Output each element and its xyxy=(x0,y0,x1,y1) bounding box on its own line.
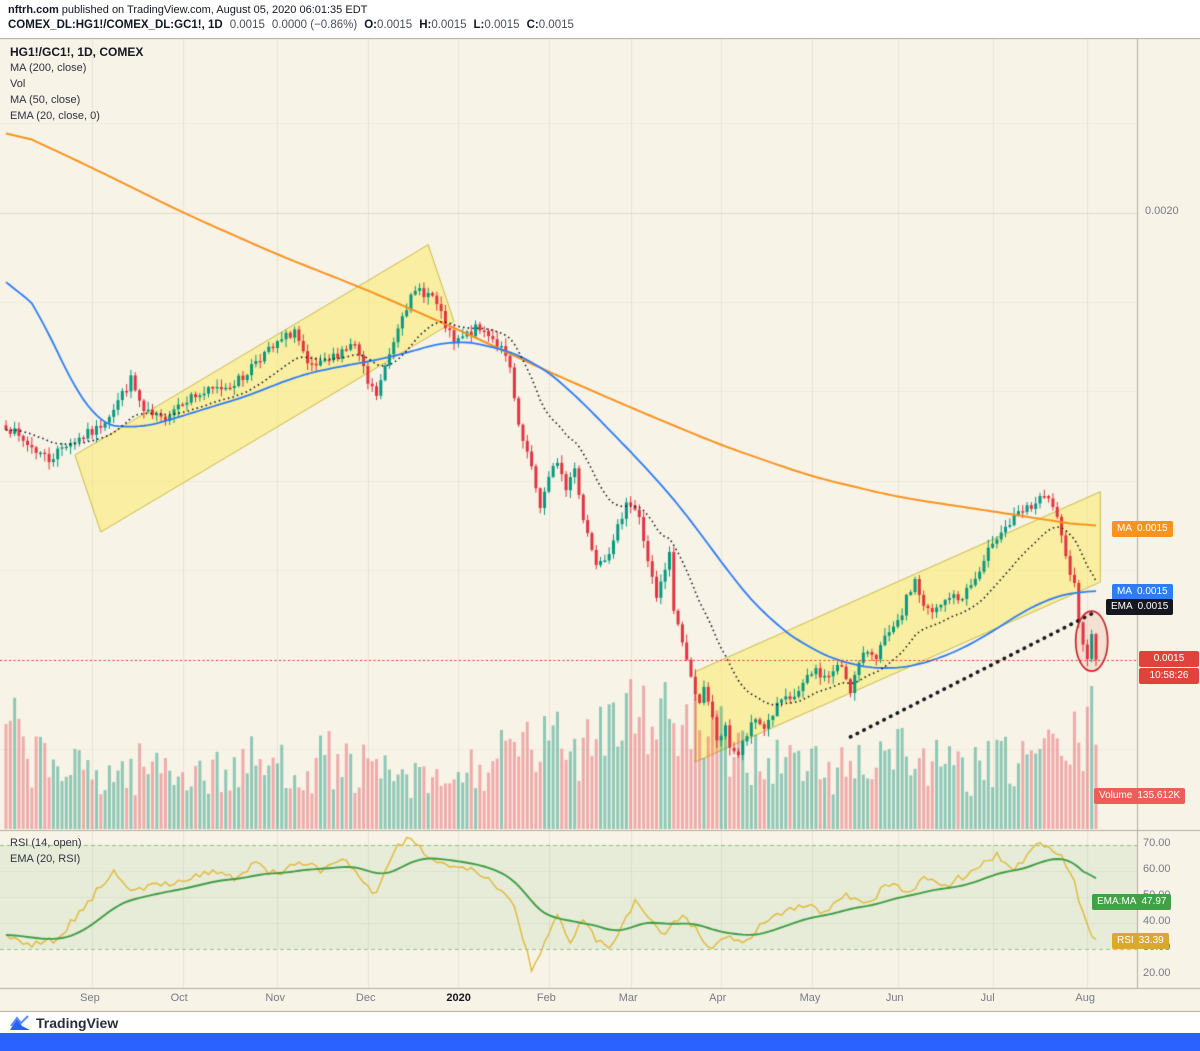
time-axis-label: Dec xyxy=(355,992,376,1004)
ma50-badge-value: 0.0015 xyxy=(1137,586,1168,597)
time-axis-label: Apr xyxy=(709,992,727,1004)
rsi-axis-label: 70.00 xyxy=(1143,836,1171,849)
legend-item-vol: Vol xyxy=(10,78,26,90)
open-label: O: xyxy=(364,19,378,31)
high-value: 0.0015 xyxy=(431,19,467,31)
symbol-title: COMEX_DL:HG1!/COMEX_DL:GC1!, 1D xyxy=(8,19,223,31)
close-label: C: xyxy=(526,19,539,31)
rsi-axis-badge: RSI 33.39 xyxy=(1112,933,1169,949)
last-price-axis-badge: 0.0015 xyxy=(1139,651,1199,667)
ema-axis-badge: EMA 0.0015 xyxy=(1106,599,1174,615)
publish-info: published on TradingView.com, August 05,… xyxy=(58,4,368,16)
tradingview-brand: TradingView xyxy=(36,1014,119,1031)
time-axis-label: Nov xyxy=(265,992,285,1004)
time-axis-label: Jul xyxy=(980,992,995,1004)
ma200-axis-badge: MA 0.0015 xyxy=(1112,521,1173,537)
rsi-axis-label: 40.00 xyxy=(1143,914,1171,927)
ma50-badge-label: MA xyxy=(1117,586,1132,597)
time-axis-label: Sep xyxy=(80,992,100,1004)
rsi-badge-label: RSI xyxy=(1117,935,1134,946)
rsi-badge-value: 33.39 xyxy=(1138,935,1164,946)
time-axis-label: 2020 xyxy=(446,992,471,1004)
tradingview-logo-icon xyxy=(10,1015,30,1030)
publish-credit: nftrh.com published on TradingView.com, … xyxy=(8,4,1192,16)
time-axis-label: Jun xyxy=(885,992,904,1004)
chart-canvas[interactable] xyxy=(0,38,1200,1012)
last-price-badge-value: 0.0015 xyxy=(1153,653,1185,664)
ma200-badge-label: MA xyxy=(1117,523,1132,534)
legend-symbol: HG1!/GC1!, 1D, COMEX xyxy=(10,45,144,59)
rsi-legend-line2: EMA (20, RSI) xyxy=(10,853,81,865)
rsi-ema-badge-label: EMA:MA xyxy=(1097,896,1137,907)
ma50-axis-badge: MA 0.0015 xyxy=(1112,584,1173,600)
volume-badge-label: Volume xyxy=(1099,790,1133,801)
rsi-axis-label: 20.00 xyxy=(1143,966,1171,979)
rsi-legend-line1: RSI (14, open) xyxy=(10,837,82,849)
price-change: 0.0000 (−0.86%) xyxy=(271,19,358,31)
high-label: H: xyxy=(419,19,432,31)
price-axis-label: 0.0020 xyxy=(1145,204,1179,217)
legend-item-ema20: EMA (20, close, 0) xyxy=(10,110,100,122)
footer-brand-bar xyxy=(0,1033,1200,1051)
rsi-ema-badge-value: 47.97 xyxy=(1141,896,1167,907)
time-axis-label: Feb xyxy=(536,992,556,1004)
legend-item-ma200: MA (200, close) xyxy=(10,62,87,74)
low-label: L: xyxy=(473,19,485,31)
ema-badge-value: 0.0015 xyxy=(1137,601,1169,612)
rsi-ema-axis-badge: EMA:MA 47.97 xyxy=(1092,894,1172,910)
volume-badge-value: 135.612K xyxy=(1137,790,1181,801)
time-axis-label: Mar xyxy=(618,992,638,1004)
footer: TradingView xyxy=(0,1012,1200,1033)
main-chart-legend: HG1!/GC1!, 1D, COMEX MA (200, close) Vol… xyxy=(10,44,143,124)
chart-area: HG1!/GC1!, 1D, COMEX MA (200, close) Vol… xyxy=(0,38,1200,1012)
rsi-legend: RSI (14, open) EMA (20, RSI) xyxy=(10,835,82,867)
volume-axis-badge: Volume 135.612K xyxy=(1094,788,1186,804)
ma200-badge-value: 0.0015 xyxy=(1137,523,1168,534)
time-axis-label: Oct xyxy=(170,992,188,1004)
ema-badge-label: EMA xyxy=(1111,601,1133,612)
last-price: 0.0015 xyxy=(229,19,265,31)
low-value: 0.0015 xyxy=(484,19,520,31)
countdown-value: 10:58:26 xyxy=(1149,670,1189,681)
bar-countdown-badge: 10:58:26 xyxy=(1139,668,1199,684)
time-axis-label: May xyxy=(799,992,821,1004)
header: nftrh.com published on TradingView.com, … xyxy=(0,0,1200,38)
close-value: 0.0015 xyxy=(538,19,574,31)
rsi-axis-label: 60.00 xyxy=(1143,862,1171,875)
quote-line: COMEX_DL:HG1!/COMEX_DL:GC1!, 1D 0.0015 0.0… xyxy=(8,19,1192,31)
publisher-name: nftrh.com xyxy=(8,4,59,16)
legend-item-ma50: MA (50, close) xyxy=(10,94,81,106)
open-value: 0.0015 xyxy=(377,19,413,31)
time-axis-label: Aug xyxy=(1075,992,1095,1004)
